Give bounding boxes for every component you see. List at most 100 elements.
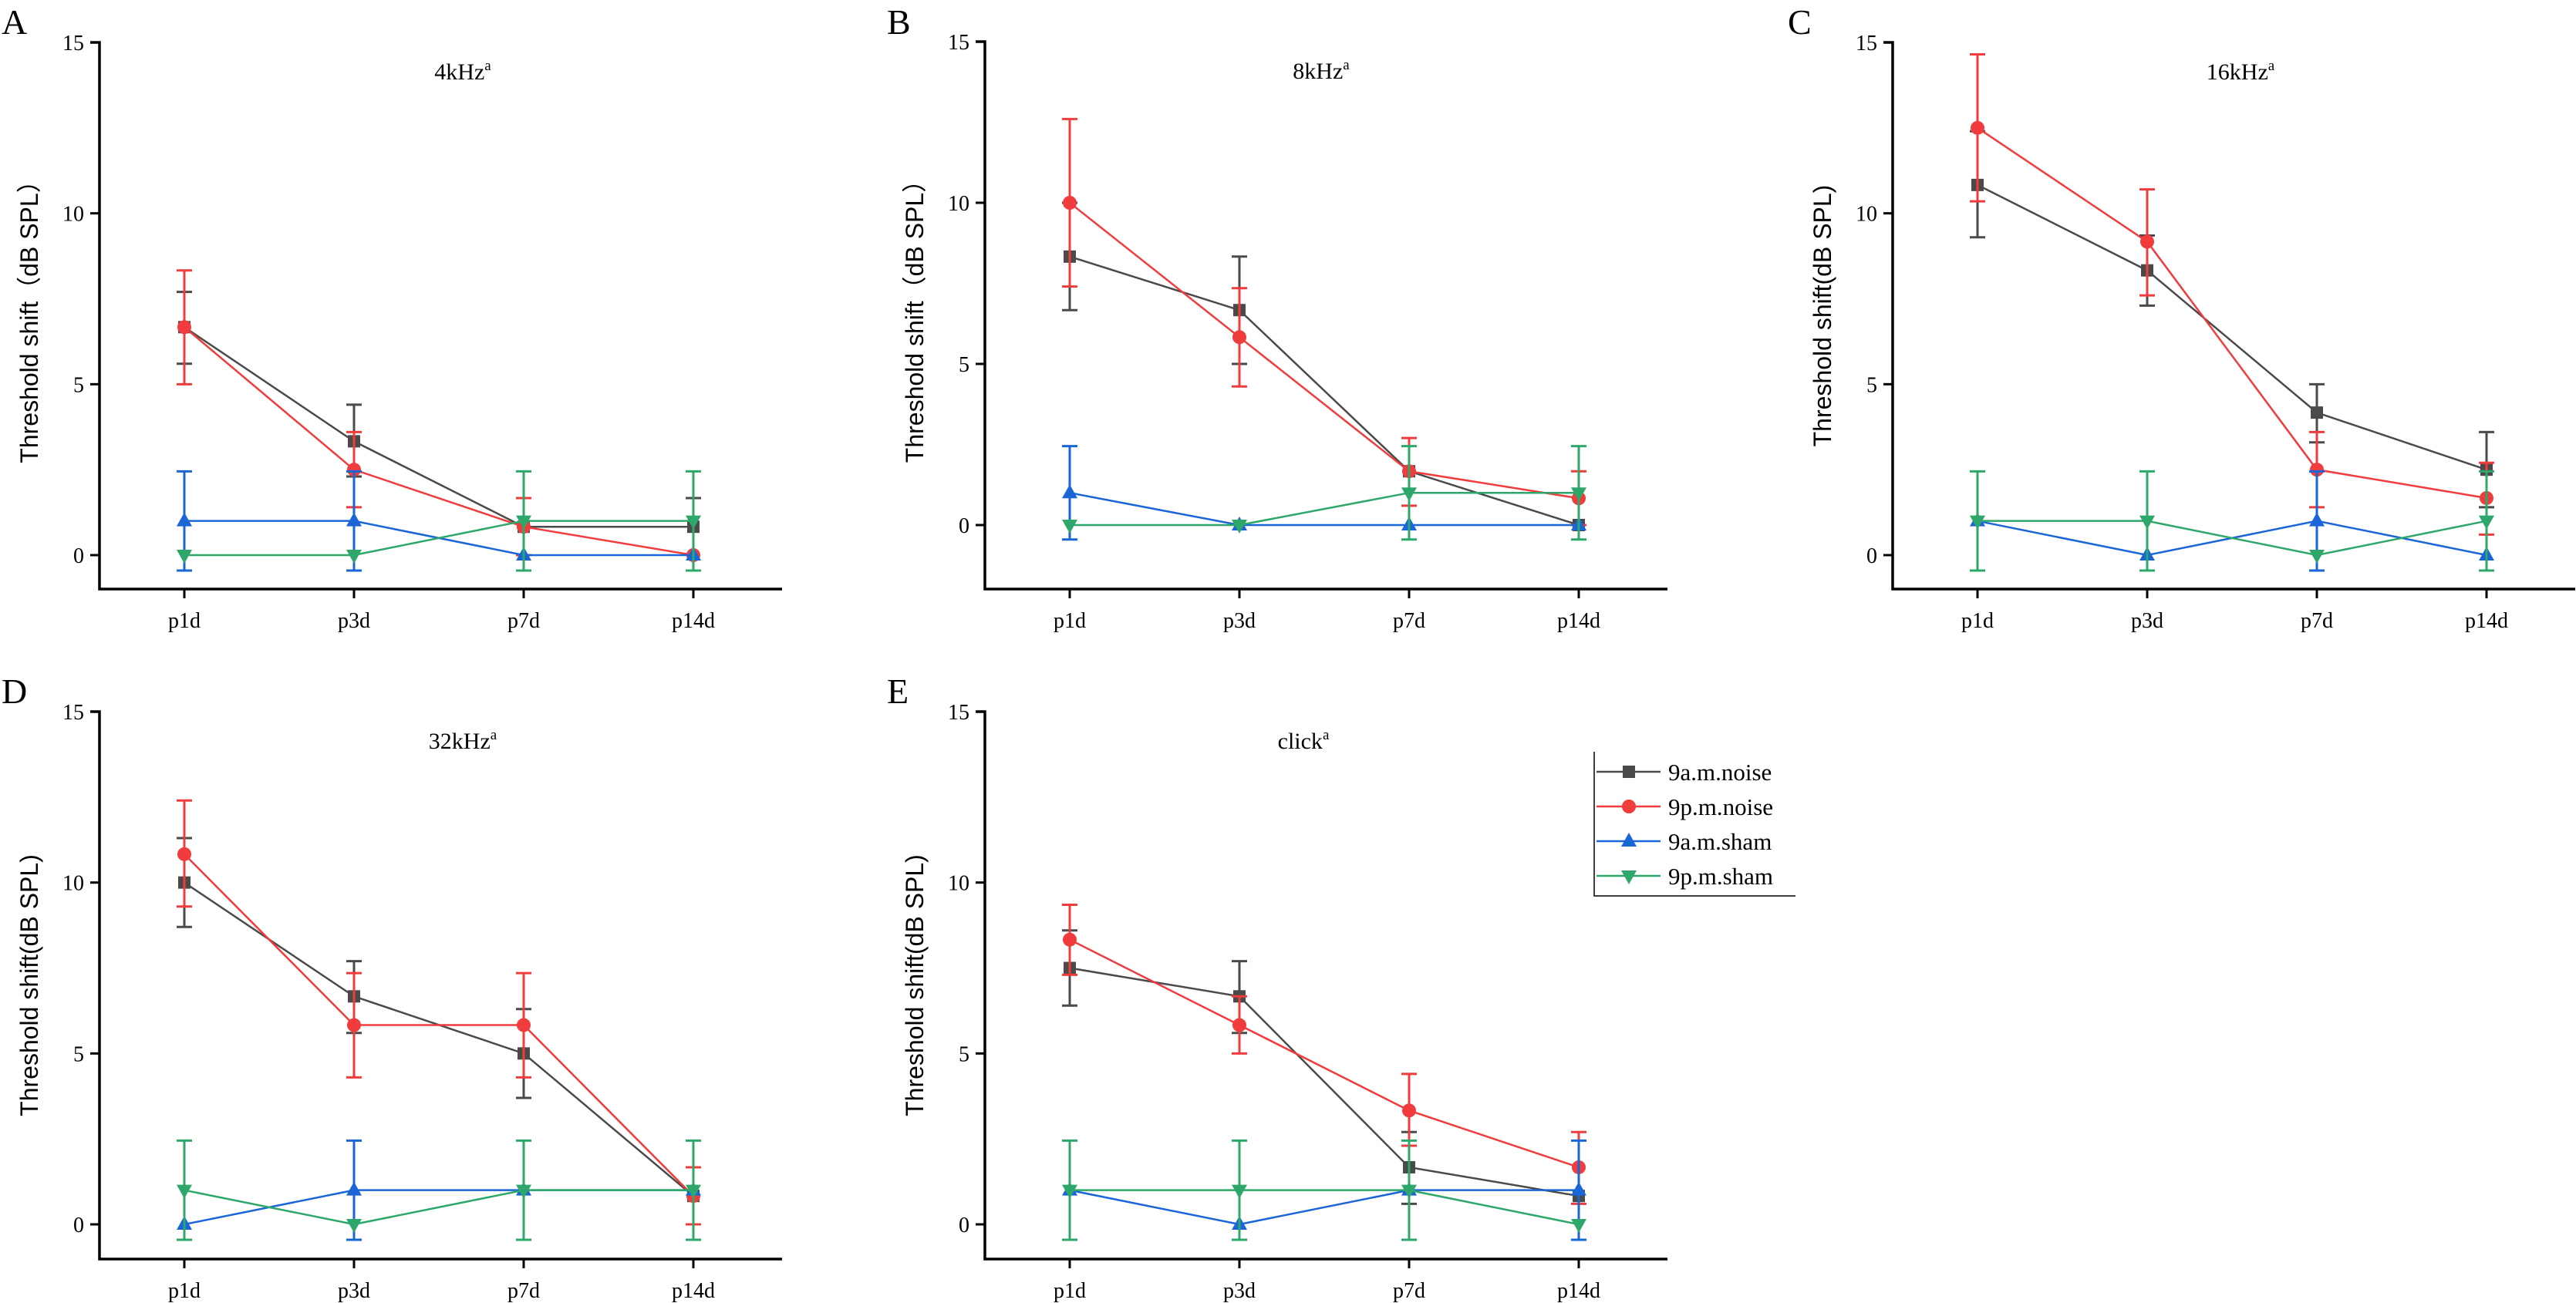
legend-marker xyxy=(1621,833,1637,847)
panel-title-text: click xyxy=(1278,729,1323,754)
data-point xyxy=(1063,932,1077,947)
panel-title: 4kHza xyxy=(434,58,491,85)
legend-marker xyxy=(1623,766,1635,778)
x-tick-label: p1d xyxy=(168,609,201,633)
data-point xyxy=(346,1219,362,1233)
series-pm-noise xyxy=(1970,53,2494,536)
data-point xyxy=(177,320,191,335)
y-tick-label: 0 xyxy=(959,514,969,538)
data-point xyxy=(516,1184,531,1199)
x-tick-label: p14d xyxy=(672,1279,715,1303)
panel-title: 8kHza xyxy=(1293,57,1350,84)
panel-title: 32kHza xyxy=(429,727,497,754)
y-tick-label: 5 xyxy=(959,353,969,377)
y-tick-label: 15 xyxy=(1856,32,1877,56)
data-point xyxy=(347,1018,361,1032)
y-tick-label: 10 xyxy=(62,872,84,896)
x-tick-label: p3d xyxy=(2131,609,2163,633)
panel-letter: E xyxy=(887,672,909,711)
series-pm-sham xyxy=(177,1139,701,1241)
y-axis-label: Threshold shift（dB SPL） xyxy=(901,168,929,463)
y-tick-label: 5 xyxy=(959,1042,969,1066)
series-line xyxy=(1069,967,1580,1197)
data-point xyxy=(177,847,191,861)
legend-label: 9a.m.noise xyxy=(1668,759,1772,786)
y-tick-label: 15 xyxy=(62,701,84,725)
series-pm-sham xyxy=(1970,470,2494,572)
series-line xyxy=(1978,520,2487,557)
legend-item: 9p.m.noise xyxy=(1597,793,1773,820)
data-point xyxy=(1232,1018,1246,1032)
y-tick-label: 15 xyxy=(948,701,969,725)
panel-title-superscript: a xyxy=(1343,57,1350,73)
data-point xyxy=(516,515,531,530)
axes xyxy=(976,710,1667,1261)
series-pm-sham xyxy=(1062,445,1586,541)
data-point xyxy=(686,1184,701,1199)
series-pm-noise xyxy=(177,799,701,1226)
legend-item: 9a.m.noise xyxy=(1597,759,1772,786)
data-point xyxy=(517,1018,531,1032)
legend-label: 9a.m.sham xyxy=(1668,828,1772,855)
data-point xyxy=(2311,406,2323,419)
series-pm-sham xyxy=(177,470,701,572)
x-tick-label: p3d xyxy=(1223,1279,1256,1303)
panel-letter: B xyxy=(887,2,911,42)
panel-letter: A xyxy=(2,2,27,42)
panel-d: D 32kHza 0 5 10 15 p1d p3d p7d p14d Threshold shif… xyxy=(2,672,782,1303)
data-point xyxy=(346,1181,362,1196)
y-tick-label: 5 xyxy=(73,373,84,397)
x-tick-label: p1d xyxy=(168,1279,201,1303)
series-line xyxy=(184,1189,693,1226)
y-tick-label: 15 xyxy=(62,32,84,56)
series-line xyxy=(184,326,694,557)
data-point xyxy=(177,1184,192,1199)
data-point xyxy=(1571,487,1586,502)
panel-title-text: 16kHz xyxy=(2207,59,2268,85)
data-point xyxy=(346,512,362,527)
data-point xyxy=(1062,484,1077,499)
panel-letter: C xyxy=(1788,2,1812,42)
series-line xyxy=(184,853,694,1197)
legend-marker xyxy=(1622,800,1636,813)
series-line xyxy=(1977,183,2487,471)
y-tick-label: 5 xyxy=(73,1042,84,1066)
panel-a: A 4kHza 0 5 10 15 p1d p3d p7d p14d Threshold shift… xyxy=(2,2,782,633)
x-tick-label: p14d xyxy=(2465,609,2508,633)
legend-frame xyxy=(1593,752,1795,897)
data-point xyxy=(1232,520,1247,534)
data-point xyxy=(177,550,192,564)
data-point xyxy=(177,512,192,527)
panel-title: 16kHza xyxy=(2207,58,2275,85)
y-axis-label: Threshold shift(dB SPL) xyxy=(901,854,929,1116)
legend-marker xyxy=(1621,870,1637,884)
x-tick-label: p7d xyxy=(507,609,540,633)
y-axis-label: Threshold shift(dB SPL) xyxy=(15,854,43,1116)
y-tick-label: 5 xyxy=(1866,373,1877,397)
series-line xyxy=(1069,1189,1579,1226)
x-tick-label: p3d xyxy=(338,609,370,633)
x-tick-label: p14d xyxy=(1557,609,1600,633)
data-point xyxy=(1401,487,1417,502)
data-point xyxy=(347,463,361,477)
y-tick-label: 0 xyxy=(1866,544,1877,568)
data-point xyxy=(1232,1184,1247,1199)
series-line xyxy=(1069,202,1580,500)
data-point xyxy=(1571,1181,1586,1196)
legend-label: 9p.m.sham xyxy=(1668,863,1773,890)
data-point xyxy=(1971,120,1984,135)
panel-title-text: 4kHz xyxy=(434,59,484,85)
panel-letter: D xyxy=(2,672,27,711)
series-pm-noise xyxy=(1062,903,1586,1205)
panel-title-superscript: a xyxy=(2268,58,2275,74)
x-tick-label: p1d xyxy=(1054,1279,1086,1303)
series-line xyxy=(1069,938,1580,1169)
series-line xyxy=(184,326,693,528)
data-point xyxy=(346,550,362,564)
data-point xyxy=(2309,512,2325,527)
panel-title-text: 32kHz xyxy=(429,729,491,754)
data-point xyxy=(1062,520,1077,534)
panel-title: clicka xyxy=(1278,727,1330,754)
y-tick-label: 0 xyxy=(959,1214,969,1237)
